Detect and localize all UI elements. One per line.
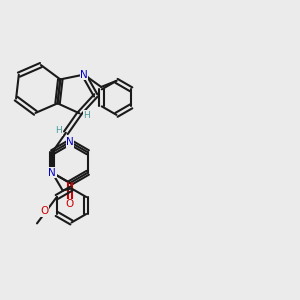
Text: N: N [66,137,74,147]
Text: N: N [80,70,88,80]
Text: N: N [48,168,56,178]
Text: H: H [83,111,90,120]
Text: H: H [55,126,62,135]
Text: O: O [40,206,49,216]
Text: O: O [66,199,74,209]
